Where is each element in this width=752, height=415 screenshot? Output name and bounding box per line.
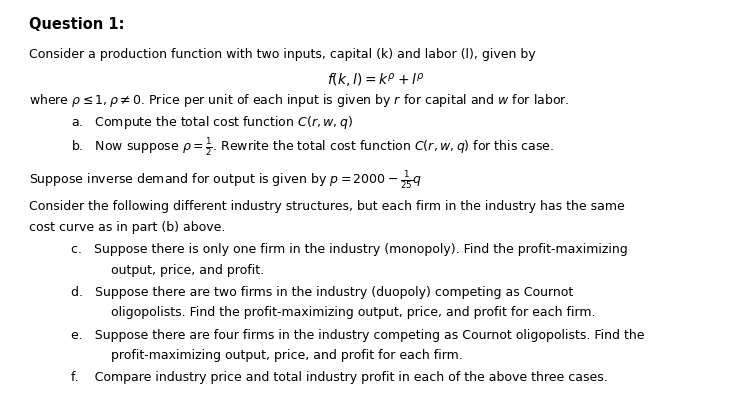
Text: cost curve as in part (b) above.: cost curve as in part (b) above. — [29, 221, 225, 234]
Text: c.   Suppose there is only one firm in the industry (monopoly). Find the profit-: c. Suppose there is only one firm in the… — [71, 243, 628, 256]
Text: profit-maximizing output, price, and profit for each firm.: profit-maximizing output, price, and pro… — [111, 349, 463, 362]
Text: Suppose inverse demand for output is given by $p = 2000 - \frac{1}{25}q$: Suppose inverse demand for output is giv… — [29, 169, 422, 191]
Text: a.   Compute the total cost function $C(r, w, q)$: a. Compute the total cost function $C(r,… — [71, 114, 353, 131]
Text: b.   Now suppose $\rho = \frac{1}{2}$. Rewrite the total cost function $C(r, w, : b. Now suppose $\rho = \frac{1}{2}$. Rew… — [71, 136, 554, 158]
Text: oligopolists. Find the profit-maximizing output, price, and profit for each firm: oligopolists. Find the profit-maximizing… — [111, 306, 596, 319]
Text: $f(k, l) = k^{\rho} + l^{\rho}$: $f(k, l) = k^{\rho} + l^{\rho}$ — [327, 71, 425, 88]
Text: where $\rho \leq 1, \rho \neq 0$. Price per unit of each input is given by $r$ f: where $\rho \leq 1, \rho \neq 0$. Price … — [29, 92, 569, 109]
Text: e.   Suppose there are four firms in the industry competing as Cournot oligopoli: e. Suppose there are four firms in the i… — [71, 329, 645, 342]
Text: output, price, and profit.: output, price, and profit. — [111, 264, 265, 276]
Text: Consider a production function with two inputs, capital (k) and labor (l), given: Consider a production function with two … — [29, 48, 535, 61]
Text: d.   Suppose there are two firms in the industry (duopoly) competing as Cournot: d. Suppose there are two firms in the in… — [71, 286, 574, 298]
Text: f.    Compare industry price and total industry profit in each of the above thre: f. Compare industry price and total indu… — [71, 371, 608, 384]
Text: Question 1:: Question 1: — [29, 17, 124, 32]
Text: Consider the following different industry structures, but each firm in the indus: Consider the following different industr… — [29, 200, 624, 213]
